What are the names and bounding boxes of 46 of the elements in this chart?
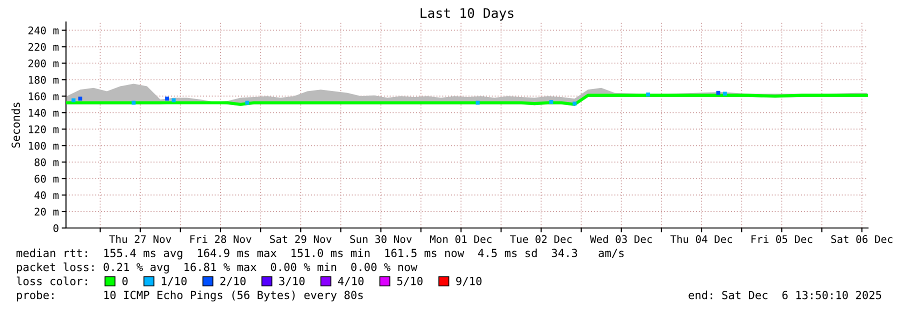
point: [572, 102, 577, 106]
text: probe: 10 ICMP Echo Pings (56 Bytes) every 80s: [17, 290, 363, 302]
point: [646, 92, 650, 96]
y-tick-label: 180 m: [28, 76, 59, 84]
legend-label: 1/10: [162, 276, 187, 286]
y-tick-label: 40 m: [34, 191, 59, 200]
text: end: Sat Dec 6 13:50:10 2025: [688, 290, 882, 300]
y-axis-title: Seconds: [11, 102, 20, 148]
point: [716, 90, 720, 95]
point: [78, 96, 82, 101]
y-tick-label: 200 m: [28, 59, 59, 68]
x-tick-label: Thu 27 Nov: [109, 235, 172, 244]
x-tick-label: Mon 01 Dec: [430, 235, 492, 244]
legend-title: loss color:: [16, 276, 87, 286]
x-tick-label: Wed 03 Dec: [590, 235, 652, 244]
y-tick-label: 120 m: [28, 125, 59, 134]
text: median rtt: 155.4 ms avg 164.9 ms max 151.0 ms min 161.5 ms now 4.5 ms sd 34.3 am/s: [16, 248, 624, 260]
point: [549, 100, 554, 104]
y-tick-label: 20 m: [34, 208, 59, 216]
legend-label: 5/10: [397, 276, 423, 286]
legend-label: 3/10: [279, 276, 305, 286]
x-tick-label: Sun 30 Nov: [350, 235, 412, 244]
chart-title: Last 10 Days: [420, 8, 514, 21]
legend-label: 9/10: [456, 276, 482, 286]
x-tick-label: Sat 29 Nov: [270, 235, 332, 244]
point: [132, 100, 136, 105]
y-tick-label: 160 m: [28, 92, 59, 100]
y-tick-label: 60 m: [34, 174, 59, 183]
x-tick-label: Fri 05 Dec: [752, 235, 812, 244]
y-tick-label: 100 m: [28, 142, 59, 150]
y-tick-label: 240 m: [28, 26, 59, 34]
legend-label: 0: [122, 276, 128, 286]
point: [165, 96, 170, 101]
legend-label: 4/10: [338, 276, 364, 286]
x-tick-label: Thu 04 Dec: [670, 235, 732, 244]
y-tick-label: 0: [53, 224, 58, 232]
legend-label: 2/10: [220, 276, 246, 286]
x-tick-label: Fri 28 Nov: [190, 235, 252, 244]
x-tick-label: Sat 06 Dec: [831, 235, 892, 244]
point: [722, 92, 727, 96]
y-tick-label: 140 m: [28, 108, 59, 117]
text: packet loss: 0.21 % avg 16.81 % max 0.00 % min 0.00 % now: [17, 262, 418, 274]
point: [72, 98, 76, 102]
x-tick-label: Tue 02 Dec: [510, 235, 572, 244]
y-tick-label: 80 m: [34, 158, 59, 166]
y-tick-label: 220 m: [28, 42, 59, 51]
